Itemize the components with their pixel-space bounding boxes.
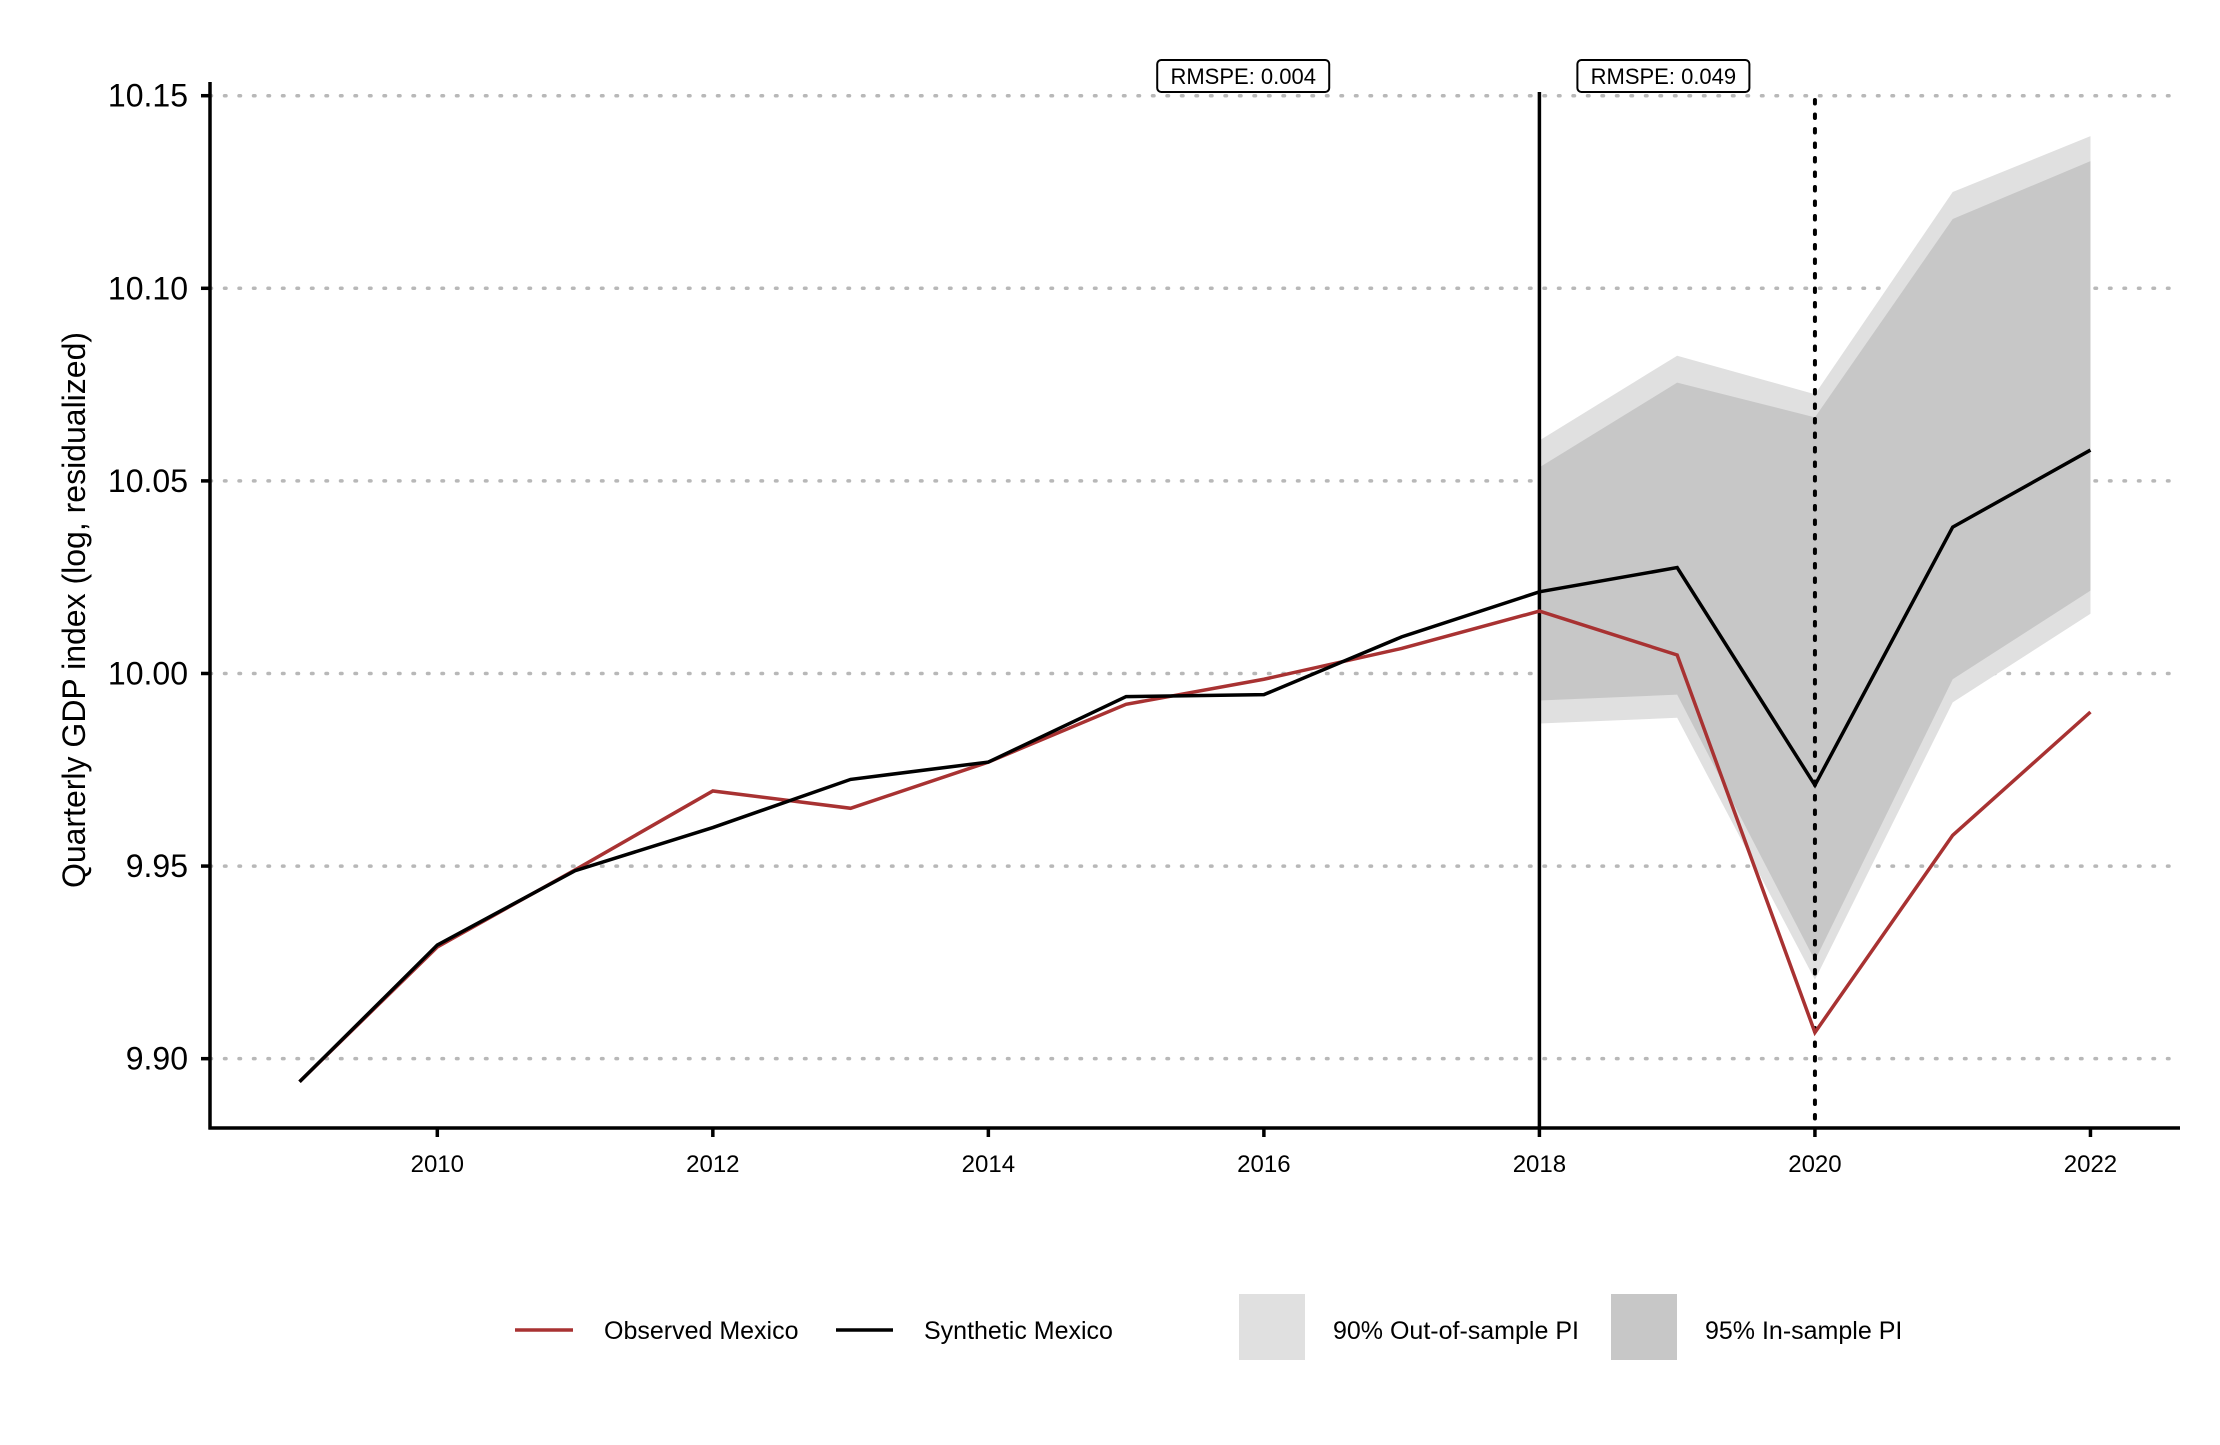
y-tick-label-5: 10.15 [108, 78, 188, 114]
rmspe-label-0: RMSPE: 0.004 [1170, 64, 1316, 89]
legend: Observed Mexico Synthetic Mexico 90% Out… [515, 1294, 1902, 1360]
band-layer [1539, 136, 2091, 980]
x-tick-label-5: 2020 [1788, 1151, 1841, 1178]
y-tick-label-1: 9.95 [126, 848, 188, 884]
y-tick-label-3: 10.05 [108, 463, 188, 499]
y-tick-label-2: 10.00 [108, 655, 188, 691]
legend-synthetic-label: Synthetic Mexico [924, 1317, 1113, 1345]
x-tick-label-1: 2012 [686, 1151, 739, 1178]
legend-oos-swatch [1239, 1294, 1305, 1360]
rmspe-box-0 [1156, 59, 1331, 93]
rmspe-label-1: RMSPE: 0.049 [1591, 64, 1737, 89]
y-tick-label-0: 9.90 [126, 1041, 188, 1077]
y-tick-label-4: 10.10 [108, 270, 188, 306]
x-tick-label-6: 2022 [2064, 1151, 2117, 1178]
rmspe-box-1 [1576, 59, 1751, 93]
axis-layer [201, 82, 2180, 1137]
x-tick-label-4: 2018 [1513, 1151, 1566, 1178]
rmspe-annotations: RMSPE: 0.004 RMSPE: 0.049 [1156, 59, 1751, 93]
series-line-1 [298, 448, 2092, 1084]
legend-ins-label: 95% In-sample PI [1705, 1317, 1902, 1345]
x-tick-labels: 2010 2012 2014 2016 2018 2020 2022 [411, 1151, 2118, 1178]
legend-oos-label: 90% Out-of-sample PI [1333, 1317, 1579, 1345]
legend-ins-swatch [1611, 1294, 1677, 1360]
legend-observed-label: Observed Mexico [604, 1317, 799, 1345]
series-line-0 [298, 609, 2092, 1084]
series-layer [298, 448, 2092, 1084]
y-axis-title: Quarterly GDP index (log, residualized) [56, 332, 92, 888]
x-tick-label-3: 2016 [1237, 1151, 1290, 1178]
x-tick-label-0: 2010 [411, 1151, 464, 1178]
band-1 [1539, 161, 2091, 961]
y-tick-labels: 9.90 9.95 10.00 10.05 10.10 10.15 [108, 78, 188, 1077]
x-tick-label-2: 2014 [962, 1151, 1015, 1178]
